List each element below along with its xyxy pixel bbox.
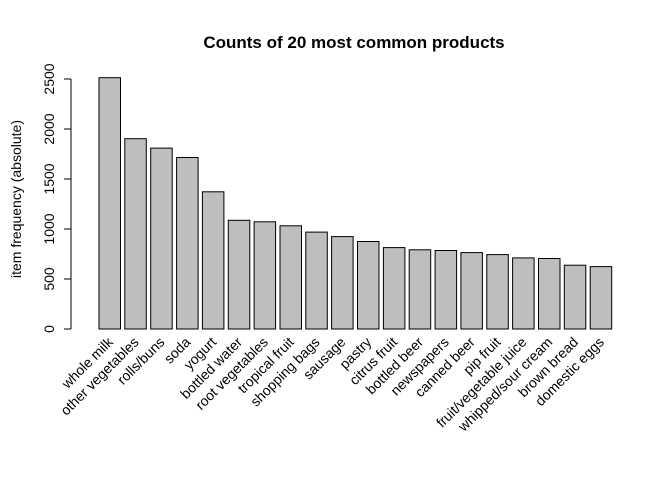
bar-8 <box>305 231 328 330</box>
bar-1 <box>124 138 147 330</box>
bar-9 <box>331 236 354 330</box>
y-axis: 0 500 1000 1500 2000 2500 <box>41 63 72 333</box>
bar-6 <box>253 221 277 330</box>
bar-14 <box>460 252 483 330</box>
bar-16 <box>512 257 535 330</box>
bar-18 <box>563 264 587 330</box>
bar-4 <box>201 191 225 330</box>
y-tick-label-5: 2500 <box>41 63 57 94</box>
bars-group <box>98 77 613 330</box>
chart-title: Counts of 20 most common products <box>203 33 504 52</box>
bar-0 <box>98 77 121 330</box>
bar-11 <box>382 247 406 330</box>
bar-7 <box>279 225 302 330</box>
y-tick-label-2: 1000 <box>41 213 57 244</box>
bar-5 <box>227 219 251 330</box>
y-tick-label-1: 500 <box>41 267 57 291</box>
bar-19 <box>589 266 613 330</box>
bar-13 <box>434 250 458 330</box>
y-tick-label-3: 1500 <box>41 163 57 194</box>
bar-12 <box>408 249 432 330</box>
y-axis-label: item frequency (absolute) <box>8 120 24 278</box>
y-tick-label-0: 0 <box>41 325 57 333</box>
bar-2 <box>150 147 173 330</box>
bar-10 <box>357 241 380 330</box>
bar-15 <box>486 254 509 330</box>
bar-3 <box>176 157 199 330</box>
y-tick-label-4: 2000 <box>41 113 57 144</box>
bar-17 <box>538 258 561 330</box>
